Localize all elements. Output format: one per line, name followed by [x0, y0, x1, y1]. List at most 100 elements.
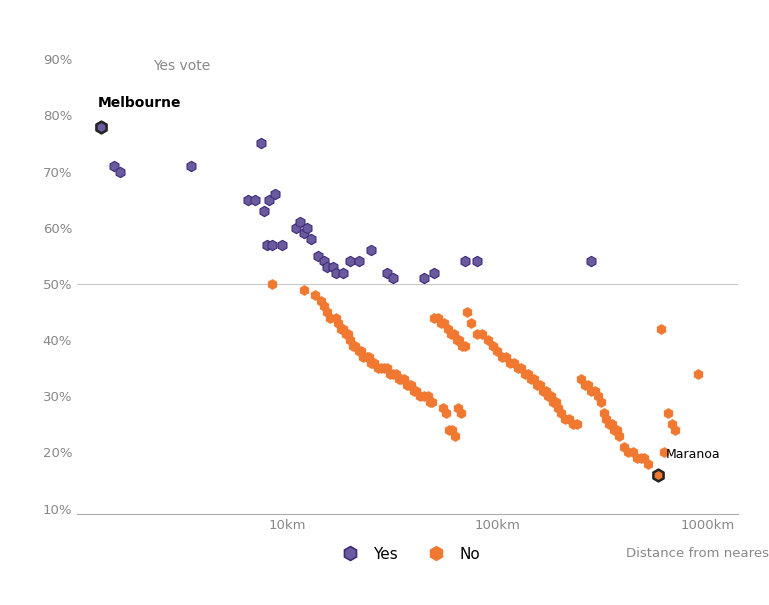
Point [622, 448, 634, 457]
Point [446, 425, 458, 435]
Point [435, 318, 448, 328]
Point [335, 324, 347, 334]
Point [585, 257, 598, 266]
Point [591, 391, 604, 401]
Point [471, 330, 483, 339]
Point [641, 459, 654, 468]
Point [552, 403, 564, 413]
Text: Yes vote: Yes vote [153, 59, 210, 73]
Point [471, 257, 483, 266]
Point [571, 419, 584, 429]
Point [542, 391, 554, 401]
Point [522, 369, 534, 379]
Point [443, 425, 455, 435]
Point [631, 453, 643, 463]
Point [428, 268, 440, 278]
Point [361, 352, 373, 362]
Point [393, 374, 405, 384]
Point [548, 397, 560, 407]
Point [261, 240, 273, 249]
Point [608, 425, 621, 435]
Point [495, 352, 508, 362]
Point [588, 386, 601, 396]
Point [95, 122, 107, 131]
Point [375, 364, 388, 373]
Point [422, 391, 434, 401]
Point [651, 470, 664, 480]
Point [618, 442, 630, 452]
Point [603, 419, 615, 429]
Point [454, 408, 467, 418]
Point [290, 223, 302, 232]
Point [426, 397, 438, 407]
Point [669, 425, 681, 435]
Point [418, 273, 431, 283]
Point [578, 380, 591, 390]
Point [366, 358, 378, 367]
Point [332, 318, 345, 328]
Point [301, 223, 314, 232]
X-axis label: Distance from nearest capital: Distance from nearest capital [626, 548, 769, 560]
Point [248, 195, 261, 204]
Point [95, 122, 107, 131]
Point [487, 341, 499, 350]
Point [418, 391, 431, 401]
Point [437, 403, 449, 413]
Point [384, 369, 397, 379]
Point [638, 453, 651, 463]
Point [263, 195, 275, 204]
Point [627, 448, 639, 457]
Point [424, 397, 437, 407]
Point [405, 380, 418, 390]
Point [449, 431, 461, 440]
Point [108, 161, 120, 171]
Point [611, 425, 623, 435]
Point [403, 380, 415, 390]
Point [318, 301, 330, 311]
Point [654, 324, 667, 334]
Point [258, 206, 271, 216]
Point [456, 341, 468, 350]
Point [476, 330, 488, 339]
Point [453, 335, 465, 345]
Point [348, 341, 361, 350]
Point [315, 296, 327, 306]
Point [692, 369, 704, 379]
Point [337, 268, 349, 278]
Point [438, 318, 451, 328]
Point [371, 364, 384, 373]
Point [491, 347, 504, 356]
Point [559, 414, 571, 424]
Point [327, 262, 339, 272]
Point [387, 273, 399, 283]
Point [329, 313, 341, 322]
Point [318, 257, 330, 266]
Point [381, 268, 394, 278]
Text: Maranoa: Maranoa [666, 448, 721, 461]
Point [534, 380, 547, 390]
Point [255, 139, 267, 148]
Point [365, 358, 377, 367]
Point [368, 358, 381, 367]
Point [324, 313, 336, 322]
Legend: Yes, No: Yes, No [329, 541, 486, 568]
Point [387, 369, 399, 379]
Point [353, 347, 365, 356]
Point [605, 419, 618, 429]
Text: Melbourne: Melbourne [98, 96, 181, 110]
Point [515, 364, 528, 373]
Point [525, 374, 538, 384]
Point [266, 279, 278, 289]
Point [345, 335, 357, 345]
Point [241, 195, 254, 204]
Point [408, 386, 420, 396]
Point [568, 419, 580, 429]
Point [634, 453, 647, 463]
Point [390, 369, 402, 379]
Point [600, 414, 612, 424]
Point [395, 374, 408, 384]
Point [308, 290, 321, 300]
Point [662, 408, 674, 418]
Point [448, 330, 460, 339]
Point [321, 262, 333, 272]
